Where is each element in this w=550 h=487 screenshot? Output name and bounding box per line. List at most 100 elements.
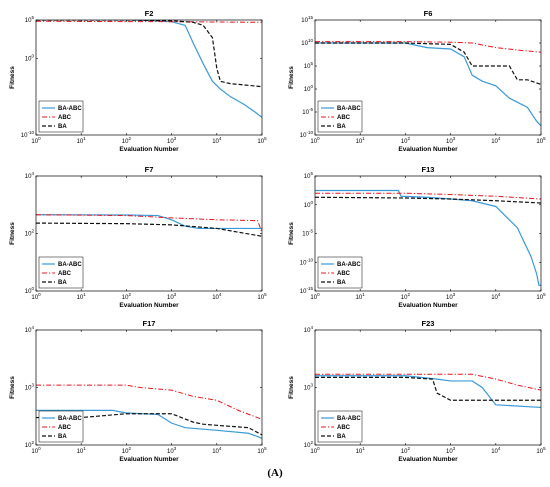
- legend-label: ABC: [337, 271, 351, 277]
- x-axis-label: Evaluation Number: [119, 302, 179, 309]
- x-tick-label: 100: [31, 446, 41, 455]
- y-tick-label: 100: [304, 84, 314, 93]
- y-axis-label: Fitness: [288, 376, 295, 399]
- y-axis-label: Fitness: [288, 66, 295, 89]
- x-tick-label: 101: [356, 136, 366, 145]
- x-tick-label: 103: [167, 446, 177, 455]
- legend-label: BA: [58, 124, 67, 130]
- series-line-ba-abc: [315, 375, 541, 409]
- x-tick-label: 105: [536, 136, 546, 145]
- series-line-ba: [36, 222, 262, 237]
- x-tick-label: 104: [491, 446, 501, 455]
- chart-panel-f6: 100 101 102 103 104 105 10-10 10-5 100 105 1010 101…: [288, 9, 546, 153]
- chart-title: F13: [422, 165, 435, 174]
- legend-label: BA-ABC: [58, 106, 82, 112]
- y-tick-label: 10-5: [302, 107, 313, 116]
- legend: BA-ABC ABC BA: [38, 256, 84, 289]
- y-tick-label: 102: [304, 440, 314, 449]
- y-tick-label: 105: [304, 171, 314, 180]
- x-axis-label: Evaluation Number: [398, 456, 458, 463]
- legend: BA-ABC ABC BA: [317, 410, 363, 443]
- series-line-abc: [315, 373, 541, 391]
- legend-label: BA-ABC: [337, 262, 361, 268]
- x-tick-label: 100: [310, 292, 320, 301]
- series-line-abc: [36, 384, 262, 420]
- y-axis-label: Fitness: [9, 376, 16, 399]
- y-tick-label: 104: [304, 325, 314, 334]
- y-tick-label: 103: [304, 383, 314, 392]
- x-tick-label: 102: [401, 136, 411, 145]
- x-tick-label: 104: [491, 136, 501, 145]
- series-line-ba: [36, 413, 262, 436]
- x-tick-label: 103: [446, 446, 456, 455]
- x-tick-label: 100: [310, 136, 320, 145]
- legend-label: BA-ABC: [58, 262, 82, 268]
- chart-title: F7: [145, 165, 154, 174]
- legend: BA-ABC ABC BA: [317, 100, 363, 133]
- x-tick-label: 104: [212, 292, 222, 301]
- y-tick-label: 100: [25, 286, 35, 295]
- chart-panel-f7: 100 101 102 103 104 105 100 102 104 F7 Evaluation …: [9, 165, 267, 309]
- x-tick-label: 101: [77, 136, 87, 145]
- legend-label: ABC: [337, 425, 351, 431]
- x-tick-label: 102: [122, 292, 132, 301]
- x-axis-label: Evaluation Number: [119, 146, 179, 153]
- series-line-ba: [315, 196, 541, 204]
- legend-label: BA: [58, 434, 67, 440]
- series-line-abc: [36, 214, 262, 233]
- x-tick-label: 105: [536, 446, 546, 455]
- x-tick-label: 101: [356, 446, 366, 455]
- x-tick-label: 103: [446, 136, 456, 145]
- legend-label: ABC: [58, 271, 72, 277]
- y-tick-label: 104: [25, 325, 35, 334]
- y-axis-label: Fitness: [9, 222, 16, 245]
- y-tick-label: 102: [25, 229, 35, 238]
- legend-label: BA: [337, 124, 346, 130]
- x-tick-label: 103: [167, 292, 177, 301]
- x-tick-label: 102: [122, 136, 132, 145]
- x-tick-label: 105: [257, 136, 267, 145]
- legend-label: ABC: [337, 115, 351, 121]
- y-axis-label: Fitness: [9, 66, 16, 89]
- chart-title: F6: [424, 9, 433, 18]
- chart-title: F23: [422, 319, 435, 328]
- chart-title: F17: [143, 319, 156, 328]
- y-tick-label: 10-15: [300, 286, 314, 295]
- x-tick-label: 100: [310, 446, 320, 455]
- legend-label: BA: [337, 434, 346, 440]
- axes-frame: [314, 19, 542, 136]
- y-tick-label: 1015: [301, 15, 313, 24]
- y-tick-label: 100: [25, 53, 35, 62]
- x-tick-label: 100: [31, 292, 41, 301]
- figure-label: (A): [267, 467, 283, 479]
- x-tick-label: 105: [257, 292, 267, 301]
- x-tick-label: 100: [31, 136, 41, 145]
- chart-title: F2: [145, 9, 154, 18]
- series-line-ba-abc: [36, 409, 262, 440]
- chart-panel-f17: 100 101 102 103 104 105 102 103 104 F17 Evaluation…: [9, 319, 267, 463]
- x-tick-label: 105: [536, 292, 546, 301]
- y-tick-label: 10-10: [300, 257, 314, 266]
- series-line-abc: [36, 20, 262, 23]
- series-line-abc: [315, 192, 541, 200]
- series-line-ba-abc: [80, 20, 262, 118]
- y-tick-label: 1010: [301, 38, 313, 47]
- x-tick-label: 102: [401, 446, 411, 455]
- x-axis-label: Evaluation Number: [119, 456, 179, 463]
- chart-panel-f23: 100 101 102 103 104 105 102 103 104 F23 Evaluation…: [288, 319, 546, 463]
- chart-panel-f13: 100 101 102 103 104 105 10-15 10-10 10-5 100 105 F1…: [288, 165, 546, 309]
- legend-label: BA-ABC: [337, 416, 361, 422]
- x-tick-label: 102: [401, 292, 411, 301]
- y-tick-label: 10-5: [302, 229, 313, 238]
- legend-label: BA-ABC: [58, 416, 82, 422]
- series-line-abc: [315, 41, 541, 53]
- legend-label: BA: [58, 280, 67, 286]
- x-tick-label: 104: [212, 136, 222, 145]
- legend-label: ABC: [58, 425, 72, 431]
- series-line-ba: [315, 376, 541, 401]
- y-tick-label: 105: [25, 15, 35, 24]
- legend: BA-ABC ABC BA: [38, 100, 84, 133]
- x-axis-label: Evaluation Number: [398, 302, 458, 309]
